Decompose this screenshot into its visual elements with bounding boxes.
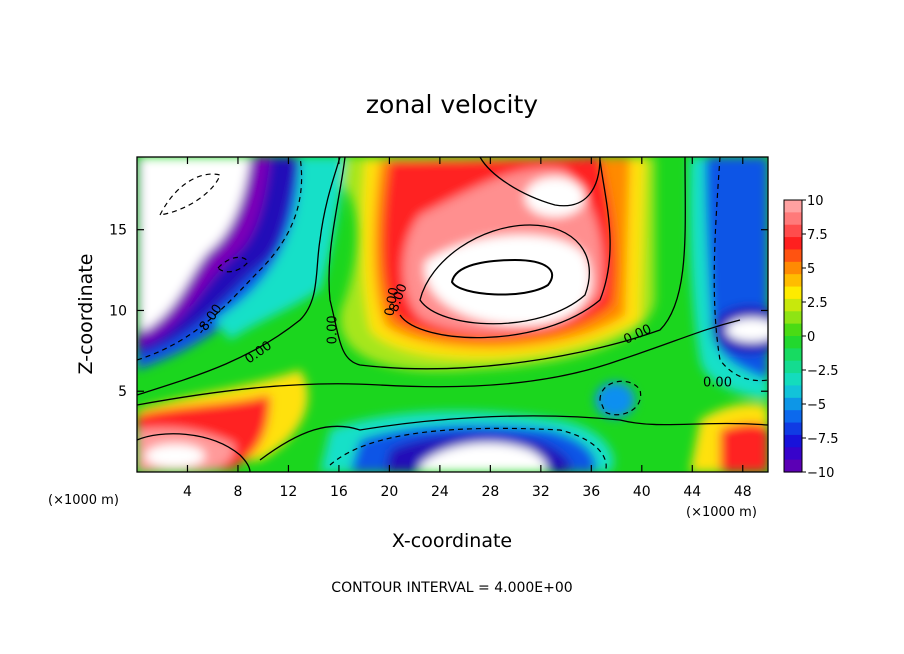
- colorbar-swatch: [784, 422, 802, 436]
- colorbar-swatch: [784, 311, 802, 325]
- contour-negative-bottom: [329, 427, 607, 472]
- colorbar-swatches: [784, 200, 802, 473]
- velocity-field: 0.000.000.000.000.00-8.008.00: [137, 157, 768, 472]
- contour-negative-patch: [599, 380, 642, 416]
- x-tick-label: 32: [532, 484, 550, 500]
- x-tick-label: 48: [734, 484, 752, 500]
- colorbar-swatch: [784, 373, 802, 387]
- colorbar-tick-label: 10: [807, 194, 824, 209]
- field-region-white-lowerleft: [145, 444, 205, 468]
- colorbar-tick-label: 5: [807, 262, 815, 277]
- colorbar-swatch: [784, 323, 802, 337]
- colorbar-swatch: [784, 237, 802, 251]
- colorbar-tick-label: −2.5: [807, 364, 839, 379]
- contour-lines: [137, 157, 768, 472]
- colorbar-swatch: [784, 224, 802, 238]
- colorbar-swatch: [784, 397, 802, 411]
- field-region-white-upper-core: [525, 177, 585, 217]
- colorbar: 10 7.5 5 2.5 0 −2.5 −5 −7.5 −10: [783, 194, 839, 481]
- x-tick-label: 40: [633, 484, 651, 500]
- contour-interval-footer: CONTOUR INTERVAL = 4.000E+00: [331, 580, 572, 596]
- colorbar-tick-label: 2.5: [807, 296, 828, 311]
- x-tick-label: 36: [582, 484, 600, 500]
- colorbar-swatch: [784, 212, 802, 226]
- x-tick-label: 24: [431, 484, 449, 500]
- contour-zero-jet-outer: [328, 157, 686, 370]
- contour-zero-bottom: [259, 415, 768, 461]
- y-axis-label: Z-coordinate: [75, 254, 97, 375]
- contour-positive-lowerleft: [137, 433, 251, 472]
- x-tick-label: 16: [330, 484, 348, 500]
- colorbar-swatch: [784, 274, 802, 288]
- chart-title: zonal velocity: [366, 90, 538, 119]
- colorbar-swatch: [784, 286, 802, 300]
- field-region-white-bottom: [420, 442, 547, 472]
- colorbar-tick-label: −10: [807, 466, 834, 481]
- colorbar-swatch: [784, 348, 802, 362]
- x-axis-label: X-coordinate: [392, 530, 512, 552]
- contour-negative-small: [217, 256, 249, 273]
- colorbar-tick-label: −5: [807, 398, 826, 413]
- x-tick-label: 8: [233, 484, 242, 500]
- colorbar-swatch: [784, 410, 802, 424]
- field-region-white-upper-left: [140, 157, 250, 330]
- contour-negative-upperleft: [137, 157, 303, 361]
- colorbar-swatch: [784, 200, 802, 213]
- y-tick-label: 15: [109, 223, 127, 239]
- contour-label: 0.00: [382, 286, 402, 317]
- colorbar-ticks: 10 7.5 5 2.5 0 −2.5 −5 −7.5 −10: [802, 194, 839, 481]
- x-tick-label: 20: [380, 484, 398, 500]
- colorbar-swatch: [784, 249, 802, 263]
- field-region-white-jet-core: [424, 235, 591, 326]
- x-unit-right: (×1000 m): [686, 505, 757, 520]
- colorbar-tick-label: 7.5: [807, 228, 828, 243]
- colorbar-swatch: [784, 459, 802, 473]
- field-region-blue-patch: [595, 382, 635, 418]
- colorbar-swatch: [784, 447, 802, 461]
- colorbar-swatch: [784, 434, 802, 448]
- x-axis-ticks: 4 8 12 16 20 24 28 32 36 40 44 48: [183, 157, 752, 500]
- colorbar-swatch: [784, 385, 802, 399]
- contour-positive-jet-inner: [419, 224, 590, 325]
- x-tick-label: 12: [280, 484, 298, 500]
- colorbar-tick-label: −7.5: [807, 432, 839, 447]
- contour-label: 0.00: [703, 375, 732, 390]
- y-axis-ticks: 5 10 15: [109, 223, 768, 400]
- contour-zero-leftmid: [137, 157, 341, 396]
- contour-negative-right: [713, 157, 768, 382]
- plot-frame: [136, 156, 769, 473]
- field-region-cyan-halo: [215, 157, 345, 340]
- colorbar-swatch: [784, 360, 802, 374]
- dashed-contour-lines: [137, 157, 768, 472]
- x-unit-left: (×1000 m): [48, 493, 119, 508]
- y-tick-label: 5: [118, 384, 127, 400]
- x-tick-label: 44: [683, 484, 701, 500]
- x-tick-label: 4: [183, 484, 192, 500]
- x-tick-label: 28: [481, 484, 499, 500]
- field-region-white-right: [726, 318, 768, 342]
- colorbar-swatch: [784, 261, 802, 275]
- colorbar-swatch: [784, 298, 802, 312]
- colorbar-swatch: [784, 336, 802, 349]
- contour-positive-upper: [479, 157, 601, 207]
- field-region-red-lowerright: [720, 423, 768, 472]
- contour-positive-jet: [399, 159, 611, 339]
- contour-jet-core: [450, 258, 554, 296]
- y-tick-label: 10: [109, 303, 127, 319]
- colorbar-tick-label: 0: [807, 330, 815, 345]
- contour-label: 0.00: [325, 315, 340, 344]
- contour-zero-lower: [137, 319, 741, 406]
